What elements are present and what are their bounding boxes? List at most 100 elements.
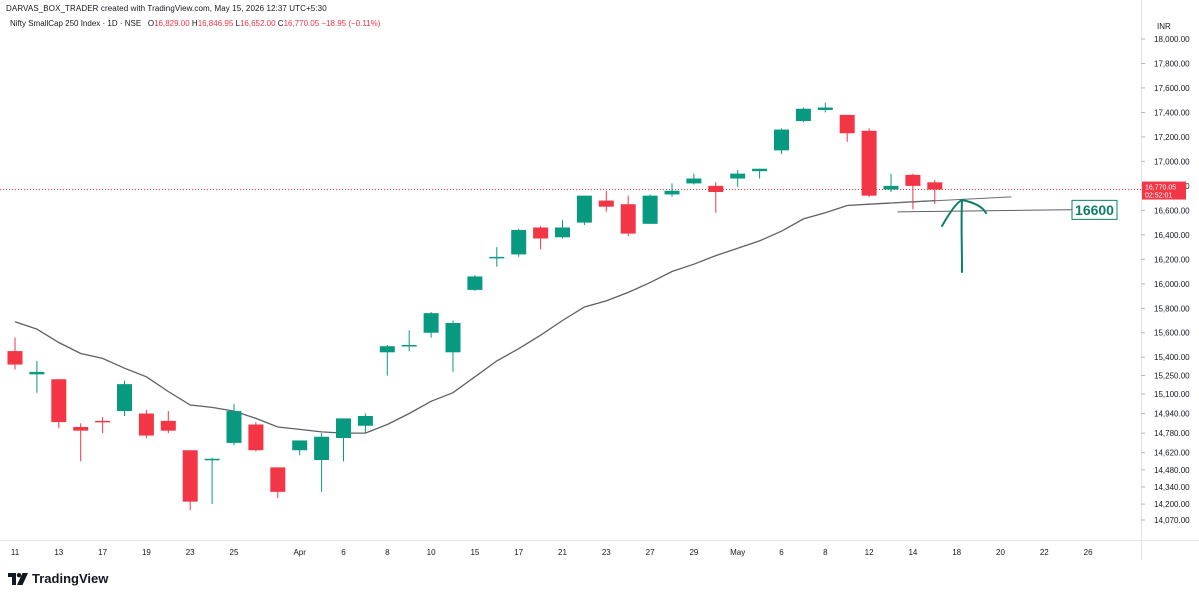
candle-body [270,467,286,492]
candle[interactable] [686,173,702,185]
candle[interactable] [95,417,111,434]
candle-body [138,413,154,436]
price-axis-label: 14,340.00 [1154,483,1190,492]
low-label: L [235,19,240,28]
candle[interactable] [774,128,789,155]
candle[interactable] [314,433,330,492]
trendline[interactable] [890,196,1012,204]
close-value: 16,770.05 [283,19,320,28]
time-axis-label: May [730,548,745,557]
time-axis-label: 22 [1040,548,1049,557]
candle[interactable] [292,440,308,456]
candle[interactable] [445,320,461,372]
time-axis-label: 29 [689,548,698,557]
price-axis-label: 15,250.00 [1154,372,1190,381]
candle[interactable] [708,182,724,213]
time-axis-label: 27 [646,548,655,557]
candle[interactable] [73,423,89,462]
candle[interactable] [117,380,132,416]
candle-body [576,195,592,223]
time-axis-label: 17 [98,548,107,557]
candle[interactable] [270,467,286,498]
candle[interactable] [642,194,658,224]
price-axis-label: 17,200.00 [1154,133,1190,142]
candle[interactable] [51,379,67,429]
candle[interactable] [905,173,921,210]
tradingview-brand[interactable]: TradingView [8,571,108,586]
candle[interactable] [467,275,483,292]
candle[interactable] [160,411,176,434]
candle[interactable] [839,114,855,142]
candle[interactable] [357,413,373,434]
candle-body [861,130,877,196]
time-axis-label: 19 [142,548,151,557]
candle[interactable] [489,247,505,267]
candle[interactable] [336,418,351,462]
candle-body [29,371,45,375]
candle-body [292,440,308,451]
candle[interactable] [752,168,768,179]
candle[interactable] [817,102,833,113]
candle[interactable] [795,107,811,123]
candle-body [642,195,658,224]
candle[interactable] [511,228,527,257]
candle[interactable] [182,450,198,511]
candle-body [489,256,505,259]
candle[interactable] [620,195,636,237]
support-line[interactable] [897,208,1100,213]
bounce-arrow-icon [941,198,987,273]
price-tag-value: 16,770.05 [1145,185,1176,192]
candle-body [883,185,899,190]
time-axis-label: 21 [558,548,567,557]
candle-body [336,418,351,438]
candle[interactable] [664,183,680,197]
candle-body [533,227,549,239]
candle[interactable] [533,226,549,250]
candle[interactable] [730,169,746,188]
candle[interactable] [401,330,417,352]
symbol-title[interactable]: Nifty SmallCap 250 Index · 1D · NSE [10,19,142,28]
candle[interactable] [598,190,614,212]
support-label-text: 16600 [1075,202,1114,218]
time-axis-label: 17 [514,548,523,557]
candle-body [664,190,680,195]
price-axis-label: 16,000.00 [1154,280,1190,289]
candle-body [51,379,67,423]
support-label-box [1071,199,1118,220]
candle-body [905,174,921,186]
candle[interactable] [883,173,899,192]
candle[interactable] [7,337,23,370]
candle-body [7,351,23,365]
time-axis-label: 20 [996,548,1005,557]
price-axis-label: 17,600.00 [1154,84,1190,93]
time-axis-label: 23 [602,548,611,557]
candle[interactable] [927,180,943,204]
price-axis-label: 15,100.00 [1154,390,1190,399]
moving-average-layer [14,199,935,434]
candle[interactable] [226,403,242,446]
time-axis-label: 6 [341,548,346,557]
candle[interactable] [861,128,877,197]
time-axis-label: 13 [54,548,63,557]
symbol-legend: Nifty SmallCap 250 Index · 1D · NSE O16,… [10,19,380,28]
candle[interactable] [555,220,570,239]
candle-body [686,178,702,184]
candle[interactable] [423,311,439,338]
candle[interactable] [379,344,395,376]
high-value: 16,846.95 [197,19,234,28]
candle-body [95,420,111,423]
candle-body [795,108,811,122]
candle-body [927,182,943,190]
candle[interactable] [29,360,45,393]
price-axis-label: 15,400.00 [1154,353,1190,362]
candle-body [817,107,833,110]
price-tag-countdown: 02:52:01 [1145,193,1172,200]
candle[interactable] [576,195,592,226]
candle[interactable] [138,409,154,438]
price-axis-label: 16,400.00 [1154,231,1190,240]
change-value: −18.95 (−0.11%) [321,19,381,28]
candle[interactable] [248,422,264,452]
candle[interactable] [204,457,220,505]
chart-credit: DARVAS_BOX_TRADER created with TradingVi… [6,4,327,13]
